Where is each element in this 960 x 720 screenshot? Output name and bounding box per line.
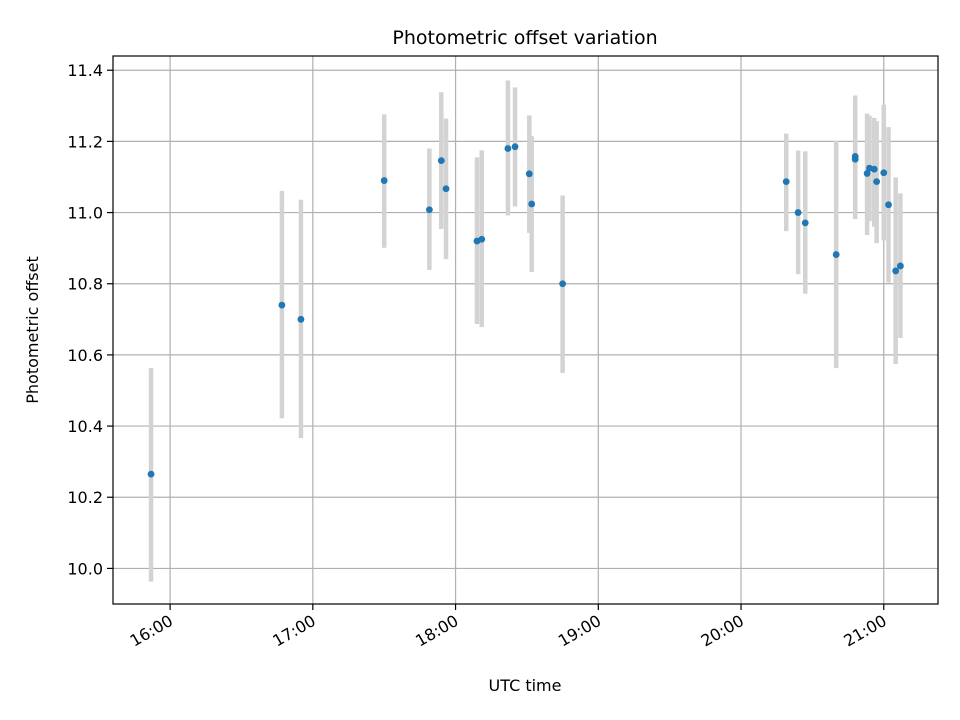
data-point: [525, 170, 533, 178]
data-point: [559, 280, 567, 288]
data-point: [851, 152, 859, 160]
y-axis-ticks: 10.0 10.2 10.4 10.6 10.8 11.0 11.2 11.4: [67, 61, 113, 578]
data-point: [380, 177, 388, 184]
data-point: [880, 169, 888, 177]
data-point: [478, 235, 486, 243]
data-point: [897, 262, 904, 270]
x-axis-label: UTC time: [489, 676, 562, 695]
y-tick-label: 10.0: [67, 559, 103, 578]
chart-title: Photometric offset variation: [392, 27, 657, 49]
data-point: [147, 470, 155, 478]
data-point: [528, 200, 536, 208]
data-point: [437, 157, 445, 165]
data-point: [297, 315, 305, 323]
data-point: [873, 178, 881, 186]
data-point: [442, 185, 450, 193]
data-point: [504, 145, 512, 152]
y-tick-label: 10.2: [67, 488, 103, 507]
y-axis-label: Photometric offset: [23, 256, 42, 404]
data-point: [425, 206, 433, 214]
data-point: [892, 267, 900, 275]
data-point: [801, 219, 809, 227]
data-point: [870, 165, 878, 173]
data-point: [863, 170, 871, 177]
y-tick-label: 10.6: [67, 346, 103, 365]
data-point: [794, 209, 802, 216]
y-tick-label: 11.2: [67, 132, 103, 151]
y-tick-label: 11.0: [67, 204, 103, 223]
y-tick-label: 10.4: [67, 417, 103, 436]
y-tick-label: 10.8: [67, 275, 103, 294]
data-point: [278, 301, 286, 309]
data-point: [782, 178, 790, 186]
data-point: [885, 201, 892, 209]
plot-frame: [112, 55, 939, 605]
data-points: [147, 143, 904, 478]
data-point: [511, 143, 519, 151]
data-point: [832, 251, 840, 258]
y-tick-label: 11.4: [67, 61, 103, 80]
